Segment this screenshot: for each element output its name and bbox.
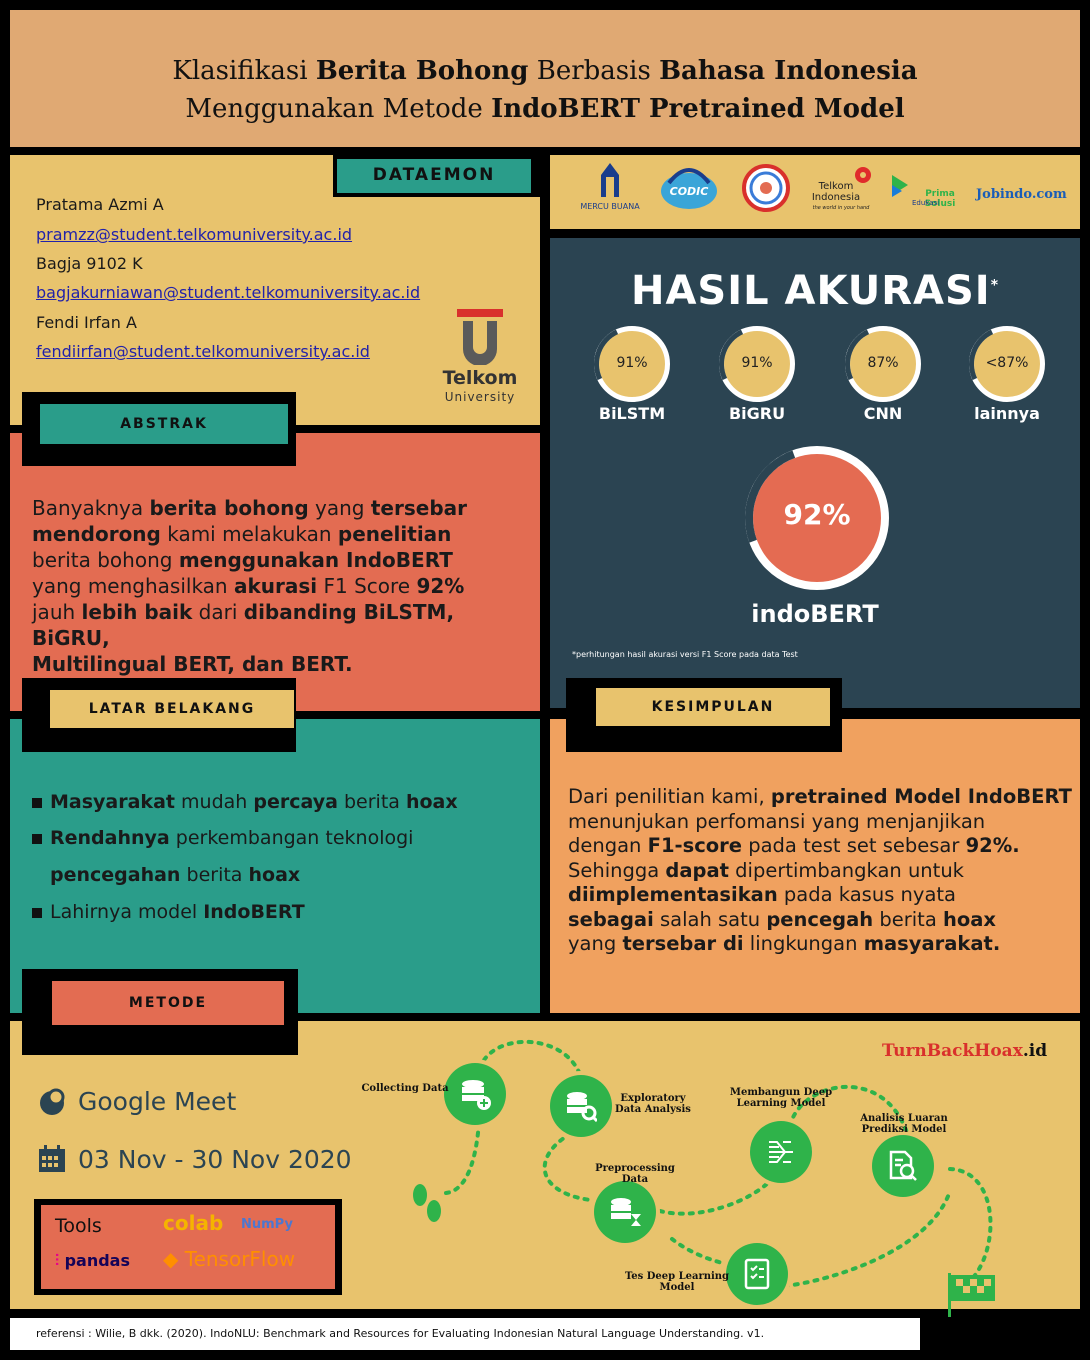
author-name: Pratama Azmi A bbox=[36, 195, 164, 214]
bullet-item: Masyarakat mudah percaya berita hoax bbox=[32, 791, 458, 813]
analysis-icon bbox=[872, 1135, 934, 1197]
abstract-tab: ABSTRAK bbox=[40, 404, 288, 444]
telkom-indonesia-logo: Telkom Indonesia the world in your hand bbox=[806, 163, 876, 221]
bullet-item: Rendahnya perkembangan teknologi bbox=[32, 827, 413, 849]
turnbackhoax-logo: TurnBackHoax.id bbox=[882, 1041, 1048, 1061]
event-dates: 03 Nov - 30 Nov 2020 bbox=[78, 1145, 352, 1174]
model-label: BiGRU bbox=[728, 404, 786, 423]
text-line: yang tersebar di lingkungan masyarakat. bbox=[568, 932, 1001, 955]
abstract-text: Banyaknya berita bohong yang tersebar men… bbox=[32, 495, 532, 677]
model-label: lainnya bbox=[974, 404, 1040, 423]
mercu-buana-logo: MERCU BUANA bbox=[574, 163, 646, 221]
colab-logo: colab bbox=[163, 1211, 224, 1235]
authors-panel: Pratama Azmi A pramzz@student.telkomuniv… bbox=[10, 155, 540, 425]
text-line: mendorong kami melakukan penelitian bbox=[32, 522, 452, 546]
reference-bar: referensi : Wilie, B dkk. (2020). IndoNL… bbox=[10, 1318, 920, 1350]
tools-box: Tools colab NumPy ⫶ pandas ◆ TensorFlow bbox=[34, 1199, 342, 1295]
author-name: Fendi Irfan A bbox=[36, 313, 137, 332]
conclusion-text: Dari penilitian kami, pretrained Model I… bbox=[568, 785, 1073, 957]
indobert-score-ring: 92% bbox=[745, 446, 889, 590]
abstract-section: Banyaknya berita bohong yang tersebar men… bbox=[10, 433, 540, 711]
accuracy-title: HASIL AKURASI* bbox=[630, 268, 1000, 314]
tools-title: Tools bbox=[55, 1215, 102, 1237]
method-tab-shadow: METODE bbox=[22, 969, 298, 1055]
title-line-1: Klasifikasi Berita Bohong Berbasis Bahas… bbox=[172, 56, 918, 86]
text-line: berita bohong menggunakan IndoBERT bbox=[32, 548, 453, 572]
google-meet-icon bbox=[38, 1087, 68, 1117]
step-label: Preprocessing Data bbox=[595, 1163, 675, 1185]
background-section: Masyarakat mudah percaya berita hoax Ren… bbox=[10, 719, 540, 1013]
text-line: Banyaknya berita bohong yang tersebar bbox=[32, 496, 467, 520]
meeting-platform: Google Meet bbox=[78, 1087, 237, 1116]
text-line: Sehingga dapat dipertimbangkan untuk bbox=[568, 858, 964, 882]
abstract-tab-shadow: ABSTRAK bbox=[22, 392, 296, 466]
finish-flag-icon bbox=[944, 1271, 1000, 1319]
text-line: sebagai salah satu pencegah berita hoax bbox=[568, 907, 996, 931]
step-label: Membangun Deep Learning Model bbox=[729, 1087, 833, 1109]
step-label: Exploratory Data Analysis bbox=[615, 1093, 691, 1115]
step-label: Collecting Data bbox=[361, 1083, 449, 1094]
author-email-link[interactable]: fendiirfan@student.telkomuniversity.ac.i… bbox=[36, 342, 370, 361]
title-banner: Klasifikasi Berita Bohong Berbasis Bahas… bbox=[10, 10, 1080, 147]
bigru-score-ring: 91% bbox=[719, 326, 795, 402]
bullet-continuation: pencegahan berita hoax bbox=[50, 864, 301, 886]
model-label: BiLSTM bbox=[598, 404, 666, 423]
reference-text: referensi : Wilie, B dkk. (2020). IndoNL… bbox=[36, 1327, 765, 1340]
test-model-icon bbox=[726, 1243, 788, 1305]
accuracy-panel: HASIL AKURASI* 91% 91% 87% <87% BiLSTM B… bbox=[550, 238, 1080, 708]
text-line: Dari penilitian kami, pretrained Model I… bbox=[568, 785, 1072, 808]
conclusion-section: Dari penilitian kami, pretrained Model I… bbox=[550, 719, 1080, 1013]
conclusion-tab-shadow: KESIMPULAN bbox=[566, 678, 842, 752]
text-line: dengan F1-score pada test set sebesar 92… bbox=[568, 834, 1020, 857]
author-email-link[interactable]: bagjakurniawan@student.telkomuniversity.… bbox=[36, 283, 421, 302]
method-section: Google Meet 03 Nov - 30 Nov 2020 Tools c… bbox=[10, 969, 1080, 1317]
codic-logo: CODIC bbox=[654, 163, 724, 221]
step-label: Tes Deep Learning Model bbox=[624, 1271, 730, 1293]
indobert-label: indoBERT bbox=[751, 600, 879, 628]
conclusion-tab: KESIMPULAN bbox=[596, 688, 830, 726]
deep-learning-model-icon bbox=[750, 1121, 812, 1183]
text-line: jauh lebih baik dari dibanding BiLSTM, B… bbox=[32, 600, 455, 650]
author-name: Bagja 9102 K bbox=[36, 254, 143, 273]
title-line-2: Menggunakan Metode IndoBERT Pretrained M… bbox=[185, 94, 905, 124]
background-tab: LATAR BELAKANG bbox=[50, 690, 294, 728]
pandas-logo: ⫶ pandas bbox=[55, 1251, 130, 1270]
accuracy-footnote: *perhitungan hasil akurasi versi F1 Scor… bbox=[572, 650, 798, 659]
tensorflow-logo: ◆ TensorFlow bbox=[163, 1247, 296, 1271]
calendar-icon bbox=[38, 1145, 66, 1173]
bilstm-score-ring: 91% bbox=[594, 326, 670, 402]
author-email-link[interactable]: pramzz@student.telkomuniversity.ac.id bbox=[36, 225, 353, 244]
collecting-data-icon bbox=[444, 1063, 506, 1125]
sponsor-logos: MERCU BUANA CODIC Telkom Indonesia the w… bbox=[550, 155, 1080, 229]
text-line: diimplementasikan pada kasus nyata bbox=[568, 883, 957, 906]
preprocessing-icon bbox=[594, 1181, 656, 1243]
frekuensi-logo bbox=[738, 163, 794, 221]
telkom-university-logo: Telkom University bbox=[435, 305, 525, 405]
text-line: menunjukan perfomansi yang menjanjikan bbox=[568, 809, 986, 833]
method-tab: METODE bbox=[52, 981, 284, 1025]
others-score-ring: <87% bbox=[969, 326, 1045, 402]
bullet-item: Lahirnya model IndoBERT bbox=[32, 901, 305, 923]
footprints-icon bbox=[406, 1181, 446, 1227]
step-label: Analisis Luaran Prediksi Model bbox=[860, 1113, 948, 1135]
jobindo-logo: Jobindo.com bbox=[976, 187, 1067, 202]
prima-solusi-logo: Prima Solusi Edukasi bbox=[886, 163, 968, 221]
model-label: CNN bbox=[863, 404, 903, 423]
text-line: yang menghasilkan akurasi F1 Score 92% bbox=[32, 574, 465, 598]
text-line: Multilingual BERT, dan BERT. bbox=[32, 652, 353, 676]
background-tab-shadow: LATAR BELAKANG bbox=[22, 678, 296, 752]
numpy-logo: NumPy bbox=[241, 1217, 293, 1232]
eda-icon bbox=[550, 1075, 612, 1137]
team-name-tab: DATAEMON bbox=[333, 155, 541, 197]
cnn-score-ring: 87% bbox=[845, 326, 921, 402]
